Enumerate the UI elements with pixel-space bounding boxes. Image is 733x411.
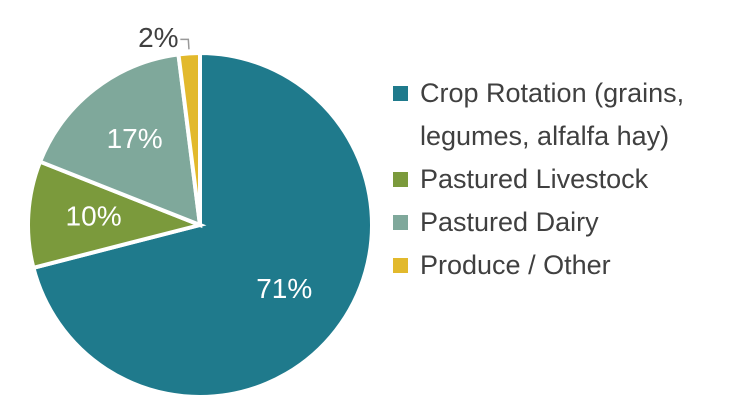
pie-slice (37, 52, 203, 229)
legend-label: Pastured Dairy (420, 207, 599, 237)
legend-label: Produce / Other (420, 250, 611, 280)
legend-swatch (393, 172, 408, 187)
value-label: 2% (138, 22, 178, 53)
value-label: 17% (107, 123, 163, 154)
legend-swatch (393, 86, 408, 101)
legend-item: Crop Rotation (grains, legumes, alfalfa … (393, 72, 723, 158)
value-label: 71% (256, 273, 312, 304)
pie-slice (176, 50, 202, 226)
leader-line (180, 38, 190, 50)
value-label: 10% (66, 201, 122, 232)
legend-label: Crop Rotation (grains, legumes, alfalfa … (420, 78, 685, 151)
pie-slice (26, 159, 207, 271)
legend-item: Pastured Dairy (393, 201, 723, 244)
legend-item: Produce / Other (393, 244, 723, 287)
legend-label: Pastured Livestock (420, 164, 649, 194)
legend: Crop Rotation (grains, legumes, alfalfa … (393, 72, 723, 287)
legend-item: Pastured Livestock (393, 158, 723, 201)
legend-swatch (393, 215, 408, 230)
legend-swatch (393, 258, 408, 273)
